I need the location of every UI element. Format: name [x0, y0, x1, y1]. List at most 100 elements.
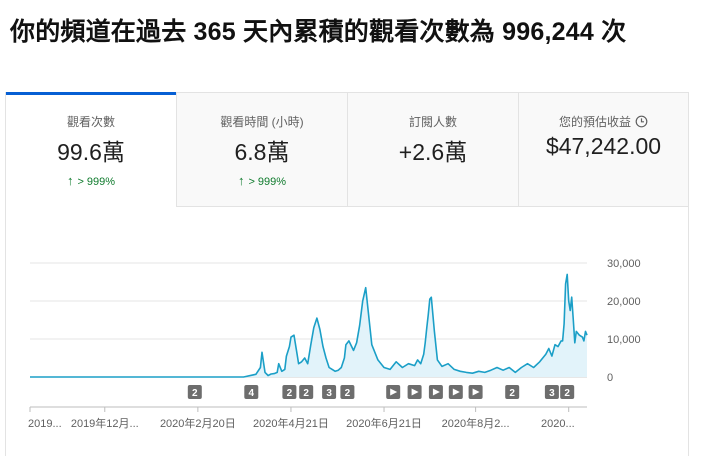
tab-watch-time-value: 6.8萬 [234, 139, 290, 165]
data-point [345, 344, 347, 346]
data-point [270, 373, 272, 375]
data-point [478, 370, 480, 372]
data-point [273, 372, 275, 374]
data-point [551, 355, 553, 357]
tab-views-delta: ↑ > 999% [6, 173, 176, 188]
data-point [304, 357, 306, 359]
data-point [554, 344, 556, 346]
data-point [416, 359, 418, 361]
data-point [307, 363, 309, 365]
data-point [310, 344, 312, 346]
data-point [578, 334, 580, 336]
event-count-marker[interactable] [560, 385, 575, 399]
data-point [293, 334, 295, 336]
event-count-label: 3 [326, 388, 332, 399]
tab-views[interactable]: 觀看次數 99.6萬 ↑ > 999% [6, 92, 176, 207]
event-count-label: 2 [192, 388, 198, 399]
tab-revenue-label: 您的預估收益 [558, 115, 631, 129]
event-count-marker[interactable] [282, 385, 297, 399]
data-point [267, 374, 269, 376]
data-point [564, 283, 566, 285]
data-point [490, 369, 492, 371]
tab-revenue[interactable]: 您的預估收益 $47,242.00 [518, 93, 688, 207]
play-icon [472, 388, 480, 396]
y-tick-label: 30,000 [607, 258, 641, 270]
event-count-marker[interactable] [244, 385, 259, 399]
page-headline: 你的頻道在過去 365 天內累積的觀看次數為 996,244 次 [10, 18, 627, 46]
data-point [441, 365, 443, 367]
data-point [423, 353, 425, 355]
event-count-label: 2 [509, 388, 515, 399]
data-point [561, 340, 563, 342]
metric-tabs: 觀看次數 99.6萬 ↑ > 999% 觀看時間 (小時) 6.8萬 ↑ > 999… [6, 92, 688, 207]
event-count-marker[interactable] [544, 385, 559, 399]
data-point [484, 371, 486, 373]
data-point [424, 342, 426, 344]
event-count-marker[interactable] [322, 385, 337, 399]
views-chart: 30,000 20,000 10,000 0 2 4 2 2 3 2 2 3 2 2019... 2019年… [6, 207, 688, 456]
x-tick-label: 2020年8月2... [442, 416, 510, 430]
event-count-label: 4 [249, 388, 255, 399]
data-point [325, 357, 327, 359]
data-point [520, 366, 522, 368]
tab-subscribers-label: 訂閱人數 [408, 115, 457, 129]
data-point [365, 287, 367, 289]
tab-subscribers[interactable]: 訂閱人數 +2.6萬 [347, 93, 518, 207]
data-point [264, 371, 266, 373]
data-point [278, 363, 280, 365]
data-point [459, 370, 461, 372]
x-tick-label: 2020年6月21日 [346, 416, 422, 430]
event-count-label: 2 [287, 388, 293, 399]
y-tick-label: 10,000 [607, 334, 641, 346]
tab-watch-time[interactable]: 觀看時間 (小時) 6.8萬 ↑ > 999% [176, 93, 347, 207]
x-tick-label: 2019... [28, 418, 62, 430]
data-point [29, 376, 31, 378]
tab-revenue-label-row: 您的預估收益 [519, 113, 688, 131]
data-point [358, 325, 360, 327]
data-point [526, 363, 528, 365]
event-count-label: 3 [549, 388, 555, 399]
tab-views-delta-text: > 999% [77, 176, 116, 188]
event-count-label: 2 [564, 388, 570, 399]
event-count-marker[interactable] [187, 385, 202, 399]
tab-views-value: 99.6萬 [57, 139, 125, 165]
data-point [566, 273, 568, 275]
data-point [496, 366, 498, 368]
data-point [343, 357, 345, 359]
event-count-marker[interactable] [505, 385, 520, 399]
data-point [508, 366, 510, 368]
data-point [371, 344, 373, 346]
tab-views-label: 觀看次數 [66, 115, 115, 129]
data-point [571, 296, 573, 298]
event-count-marker[interactable] [340, 385, 355, 399]
analytics-card: 觀看次數 99.6萬 ↑ > 999% 觀看時間 (小時) 6.8萬 ↑ > 999… [5, 92, 689, 456]
data-point [340, 366, 342, 368]
tab-watch-time-delta-text: > 999% [248, 176, 287, 188]
data-point [447, 363, 449, 365]
data-point [539, 361, 541, 363]
event-count-marker[interactable] [299, 385, 314, 399]
play-icon [411, 388, 419, 396]
clock-icon[interactable] [635, 115, 648, 131]
data-point [433, 330, 435, 332]
data-point [532, 366, 534, 368]
play-icon [452, 388, 460, 396]
data-point [465, 371, 467, 373]
data-point [383, 366, 385, 368]
data-point [285, 355, 287, 357]
data-point [348, 340, 350, 342]
data-point [429, 298, 431, 300]
data-point [395, 361, 397, 363]
data-point [407, 363, 409, 365]
data-point [300, 361, 302, 363]
data-point [502, 369, 504, 371]
x-tick-label: 2019年12月... [71, 416, 139, 430]
x-tick-label: 2020年2月20日 [160, 416, 236, 430]
data-point [255, 373, 257, 375]
data-point [413, 364, 415, 366]
arrow-up-icon: ↑ [66, 173, 74, 188]
data-point [563, 323, 565, 325]
event-count-label: 2 [345, 388, 351, 399]
data-point [337, 369, 339, 371]
data-point [548, 347, 550, 349]
